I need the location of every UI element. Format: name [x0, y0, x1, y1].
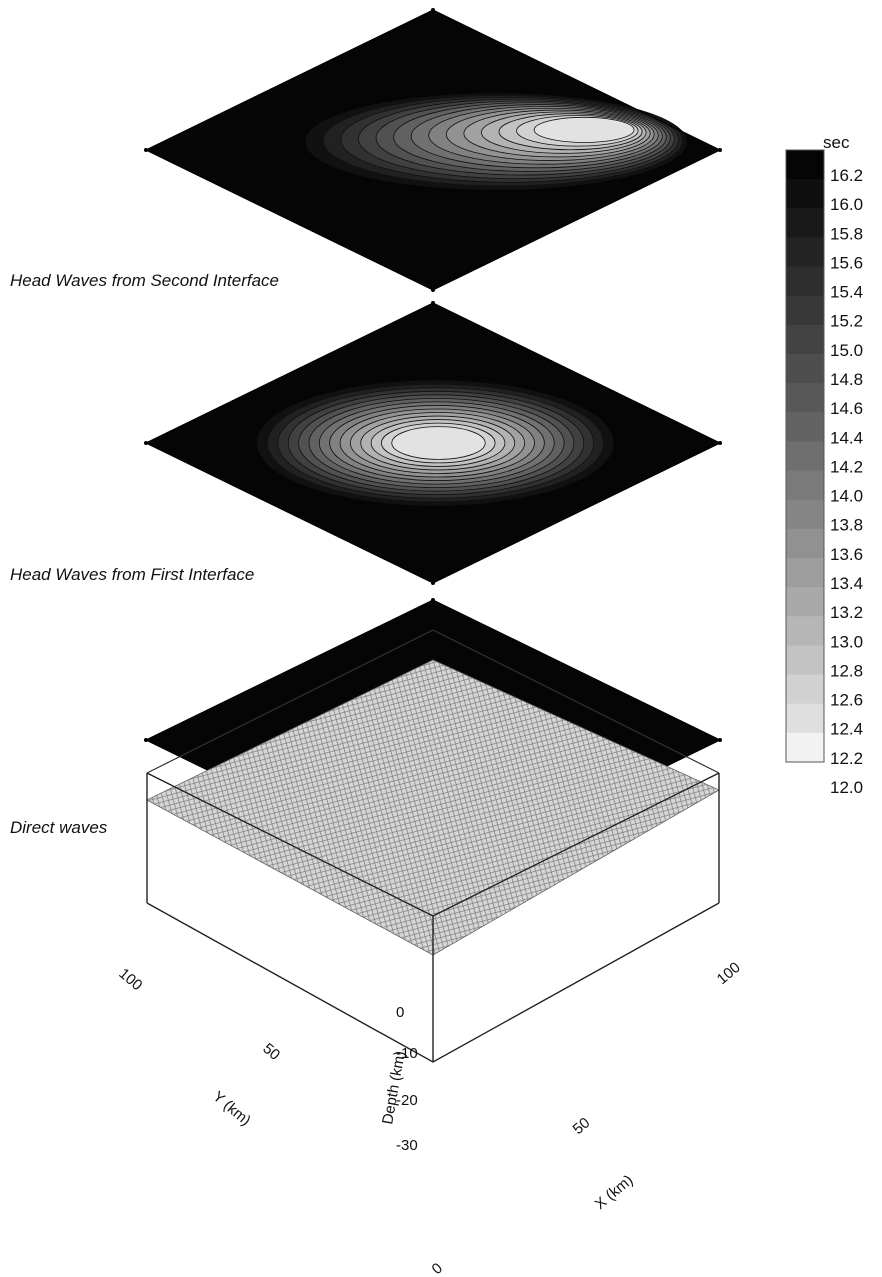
- colorbar-swatch: [786, 324, 824, 355]
- x-tick-label: 100: [714, 959, 744, 988]
- box-top-front-edges: [146, 772, 720, 917]
- colorbar-tick-label: 12.6: [830, 691, 863, 710]
- colorbar-tick-label: 13.4: [830, 574, 863, 593]
- contour-band: [391, 426, 486, 460]
- x-tick-label: 50: [570, 1114, 594, 1138]
- corner-tick: [718, 148, 722, 152]
- corner-tick: [718, 441, 722, 445]
- corner-tick: [431, 288, 435, 292]
- colorbar-tick-label: 13.8: [830, 516, 863, 535]
- corner-tick: [431, 8, 435, 12]
- corner-tick: [144, 738, 148, 742]
- colorbar-swatch: [786, 616, 824, 646]
- colorbar: 16.2 16.0 15.8 15.6 15.4 15.2 15.0 14.8 14.6 14.4…: [785, 149, 863, 797]
- colorbar-tick-label: 14.4: [830, 428, 863, 447]
- colorbar-tick-label: 15.2: [830, 312, 863, 331]
- corner-tick: [718, 738, 722, 742]
- colorbar-tick-label: 12.2: [830, 749, 863, 768]
- colorbar-tick-label: 14.6: [830, 399, 863, 418]
- depth-surface-box: [146, 629, 720, 1063]
- colorbar-swatch: [786, 354, 824, 384]
- contour-map-first-interface: [144, 301, 722, 585]
- y-tick-label: 50: [259, 1040, 283, 1064]
- colorbar-tick-label: 16.2: [830, 166, 863, 185]
- contour-map-second-interface: [144, 8, 722, 292]
- colorbar-swatch: [786, 587, 824, 617]
- colorbar-tick-label: 14.0: [830, 487, 863, 506]
- colorbar-tick-label: 15.6: [830, 253, 863, 272]
- panel-title-first-interface: Head Waves from First Interface: [10, 565, 254, 584]
- z-tick-label: -20: [396, 1092, 418, 1109]
- panel-title-second-interface: Head Waves from Second Interface: [10, 271, 279, 290]
- colorbar-tick-label: 13.2: [830, 603, 863, 622]
- colorbar-tick-label: 16.0: [830, 195, 863, 214]
- colorbar-swatch: [786, 150, 824, 180]
- colorbar-tick-label: 15.0: [830, 341, 863, 360]
- colorbar-tick-label: 12.0: [830, 778, 863, 797]
- corner-tick: [431, 301, 435, 305]
- colorbar-swatch: [786, 266, 824, 297]
- colorbar-tick-label: 15.4: [830, 283, 863, 302]
- colorbar-swatch: [786, 645, 824, 676]
- colorbar-swatch: [786, 295, 824, 326]
- colorbar-tick-label: 13.6: [830, 545, 863, 564]
- colorbar-swatch: [786, 179, 824, 209]
- colorbar-tick-label: 13.0: [830, 632, 863, 651]
- panel-title-direct-waves: Direct waves: [10, 818, 108, 837]
- contour-band: [533, 116, 635, 143]
- colorbar-swatch: [786, 208, 824, 238]
- z-tick-label: 0: [396, 1004, 404, 1021]
- colorbar-swatch: [786, 674, 824, 705]
- colorbar-swatch: [786, 412, 824, 442]
- colorbar-tick-label: 15.8: [830, 224, 863, 243]
- colorbar-swatch: [786, 383, 824, 413]
- z-tick-label: -10: [396, 1045, 418, 1062]
- colorbar-tick-label: 14.8: [830, 370, 863, 389]
- box-bottom-edges: [146, 902, 720, 1063]
- corner-tick: [431, 581, 435, 585]
- corner-tick: [144, 148, 148, 152]
- colorbar-swatch: [786, 703, 824, 734]
- colorbar-swatch: [786, 558, 824, 588]
- colorbar-tick-label: 12.4: [830, 720, 863, 739]
- y-axis-title: Y (km): [209, 1088, 254, 1129]
- z-axis-title: Depth (km): [379, 1050, 409, 1126]
- colorbar-tick-label: 12.8: [830, 661, 863, 680]
- corner-tick: [431, 598, 435, 602]
- colorbar-swatch: [786, 237, 824, 268]
- colorbar-unit-label: sec: [823, 133, 850, 152]
- y-tick-label: 100: [115, 965, 145, 994]
- colorbar-swatch: [786, 441, 824, 472]
- x-axis-title: X (km): [592, 1172, 637, 1213]
- box-back-edges: [146, 629, 720, 774]
- colorbar-tick-label: 14.2: [830, 457, 863, 476]
- colorbar-swatch: [786, 499, 824, 530]
- colorbar-swatch: [786, 470, 824, 501]
- colorbar-frame: [785, 149, 825, 763]
- z-tick-label: -30: [396, 1137, 418, 1154]
- colorbar-swatch: [786, 732, 824, 763]
- colorbar-swatch: [786, 528, 824, 559]
- x-tick-label: 0: [429, 1260, 446, 1277]
- corner-tick: [144, 441, 148, 445]
